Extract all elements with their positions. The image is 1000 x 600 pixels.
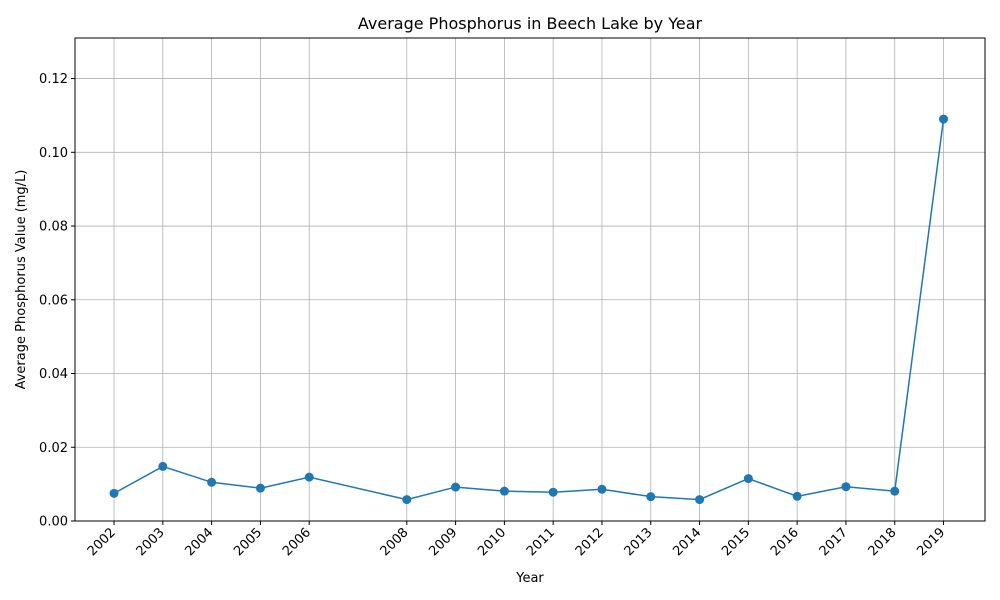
data-point	[597, 484, 607, 494]
grid	[75, 38, 985, 522]
x-tick-label: 2010	[475, 525, 509, 559]
x-tick-label: 2014	[670, 525, 704, 559]
x-tick-label: 2016	[768, 525, 802, 559]
x-tick-label: 2015	[719, 525, 753, 559]
plot-frame	[74, 37, 986, 522]
data-point	[207, 477, 217, 487]
x-tick-label: 2006	[280, 525, 314, 559]
data-point	[890, 486, 900, 496]
data-point	[304, 472, 314, 482]
data-point	[646, 492, 656, 502]
y-tick-label: 0.02	[39, 441, 68, 456]
series-line	[113, 119, 945, 501]
data-point	[841, 482, 851, 492]
y-tick-label: 0.06	[39, 293, 68, 308]
y-tick-label: 0.08	[39, 220, 68, 235]
data-point	[792, 491, 802, 501]
data-point	[402, 495, 412, 505]
y-axis-ticks: 0.00 0.02 0.04 0.06 0.08 0.10 0.12	[39, 72, 75, 530]
data-point	[255, 483, 265, 493]
chart-title: Average Phosphorus in Beech Lake by Year	[358, 14, 703, 33]
x-axis-ticks: 2002 2003 2004 2005 2006 2008 2009 2010 2011 2012…	[85, 521, 948, 559]
x-tick-label: 2008	[378, 525, 412, 559]
data-point	[158, 461, 168, 471]
series-layer	[109, 114, 949, 505]
x-tick-label: 2019	[914, 525, 948, 559]
x-tick-label: 2003	[134, 525, 168, 559]
data-point	[548, 487, 558, 497]
data-point	[695, 495, 705, 505]
x-tick-label: 2012	[573, 525, 607, 559]
x-tick-label: 2017	[817, 525, 851, 559]
x-axis-label: Year	[515, 571, 544, 586]
data-point	[743, 474, 753, 484]
x-tick-label: 2011	[524, 525, 558, 559]
y-tick-label: 0.04	[39, 367, 68, 382]
data-point	[109, 488, 119, 498]
y-tick-label: 0.10	[39, 146, 68, 161]
x-tick-label: 2002	[85, 525, 119, 559]
x-tick-label: 2018	[866, 525, 900, 559]
y-axis-label: Average Phosphorus Value (mg/L)	[14, 170, 29, 390]
data-point	[451, 482, 461, 492]
x-tick-label: 2013	[622, 525, 656, 559]
data-point	[939, 114, 949, 124]
x-tick-label: 2004	[182, 525, 216, 559]
y-tick-label: 0.12	[39, 72, 68, 87]
x-tick-label: 2005	[231, 525, 265, 559]
y-tick-label: 0.00	[39, 515, 68, 530]
x-tick-label: 2009	[426, 525, 460, 559]
data-point	[499, 486, 509, 496]
